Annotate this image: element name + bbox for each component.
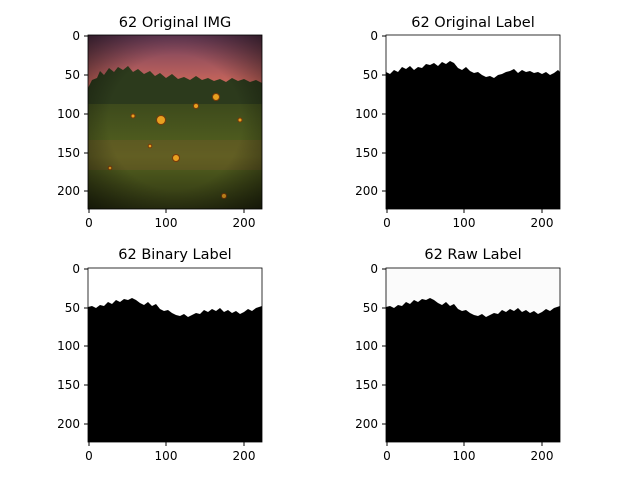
y-axis: 0 50 100 150 200 — [355, 29, 386, 198]
y-tick-label: 50 — [363, 68, 378, 82]
x-tick-label: 100 — [155, 449, 178, 463]
y-tick-label: 200 — [355, 184, 378, 198]
x-axis: 0 100 200 — [383, 209, 553, 230]
x-tick-label: 0 — [383, 449, 391, 463]
segmentation-mask-image — [386, 35, 560, 209]
x-axis: 0 100 200 — [85, 209, 255, 230]
y-tick-label: 50 — [65, 301, 80, 315]
panel-raw-label: 62 Raw Label 0 50 100 150 200 0 100 200 — [355, 247, 561, 463]
y-tick-label: 150 — [57, 146, 80, 160]
panel-title: 62 Original IMG — [119, 15, 231, 31]
y-tick-label: 200 — [57, 417, 80, 431]
x-axis: 0 100 200 — [383, 442, 553, 463]
panel-title: 62 Raw Label — [424, 247, 521, 263]
panel-original-img: 62 Original IMG — [57, 15, 263, 230]
x-tick-label: 200 — [233, 216, 256, 230]
y-tick-label: 50 — [65, 68, 80, 82]
y-axis: 0 50 100 150 200 — [355, 262, 386, 431]
x-axis: 0 100 200 — [85, 442, 255, 463]
x-tick-label: 0 — [85, 216, 93, 230]
y-tick-label: 0 — [72, 262, 80, 276]
panel-title: 62 Original Label — [411, 15, 535, 31]
x-tick-label: 100 — [453, 449, 476, 463]
panel-original-label: 62 Original Label 0 50 100 150 200 0 100… — [355, 15, 561, 230]
segmentation-mask-image — [88, 268, 262, 442]
y-axis: 0 50 100 150 200 — [57, 262, 88, 431]
segmentation-mask-image — [386, 268, 560, 442]
y-tick-label: 0 — [370, 262, 378, 276]
x-tick-label: 200 — [233, 449, 256, 463]
y-tick-label: 200 — [355, 417, 378, 431]
y-axis: 0 50 100 150 200 — [57, 29, 88, 198]
x-tick-label: 100 — [453, 216, 476, 230]
x-tick-label: 0 — [383, 216, 391, 230]
x-tick-label: 200 — [531, 449, 554, 463]
x-tick-label: 100 — [155, 216, 178, 230]
y-tick-label: 100 — [57, 107, 80, 121]
y-tick-label: 100 — [355, 107, 378, 121]
y-tick-label: 0 — [370, 29, 378, 43]
y-tick-label: 150 — [355, 146, 378, 160]
x-tick-label: 200 — [531, 216, 554, 230]
x-tick-label: 0 — [85, 449, 93, 463]
y-tick-label: 0 — [72, 29, 80, 43]
y-tick-label: 100 — [355, 339, 378, 353]
sunflower-field-image — [88, 35, 262, 209]
y-tick-label: 50 — [363, 301, 378, 315]
y-tick-label: 150 — [355, 378, 378, 392]
panel-title: 62 Binary Label — [118, 247, 231, 263]
y-tick-label: 200 — [57, 184, 80, 198]
y-tick-label: 150 — [57, 378, 80, 392]
y-tick-label: 100 — [57, 339, 80, 353]
panel-binary-label: 62 Binary Label 0 50 100 150 200 0 100 2… — [57, 247, 263, 463]
